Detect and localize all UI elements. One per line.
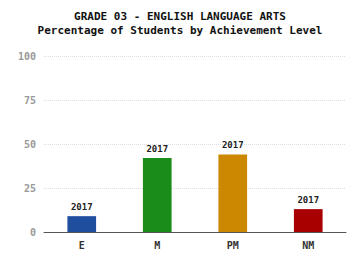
svg-text:25: 25 bbox=[24, 183, 36, 194]
svg-text:M: M bbox=[154, 240, 160, 251]
svg-text:GRADE 03 - ENGLISH LANGUAGE AR: GRADE 03 - ENGLISH LANGUAGE ARTS bbox=[74, 10, 286, 23]
svg-text:2017: 2017 bbox=[222, 140, 244, 150]
svg-text:75: 75 bbox=[24, 95, 36, 106]
svg-text:2017: 2017 bbox=[297, 195, 319, 205]
svg-text:50: 50 bbox=[24, 139, 36, 150]
svg-text:0: 0 bbox=[30, 227, 36, 238]
svg-text:Percentage of Students by Achi: Percentage of Students by Achievement Le… bbox=[38, 24, 323, 37]
svg-text:2017: 2017 bbox=[71, 202, 93, 212]
svg-text:E: E bbox=[79, 240, 85, 251]
svg-text:2017: 2017 bbox=[146, 144, 168, 154]
svg-text:PM: PM bbox=[227, 240, 239, 251]
svg-text:NM: NM bbox=[302, 240, 314, 251]
svg-text:100: 100 bbox=[18, 51, 36, 62]
